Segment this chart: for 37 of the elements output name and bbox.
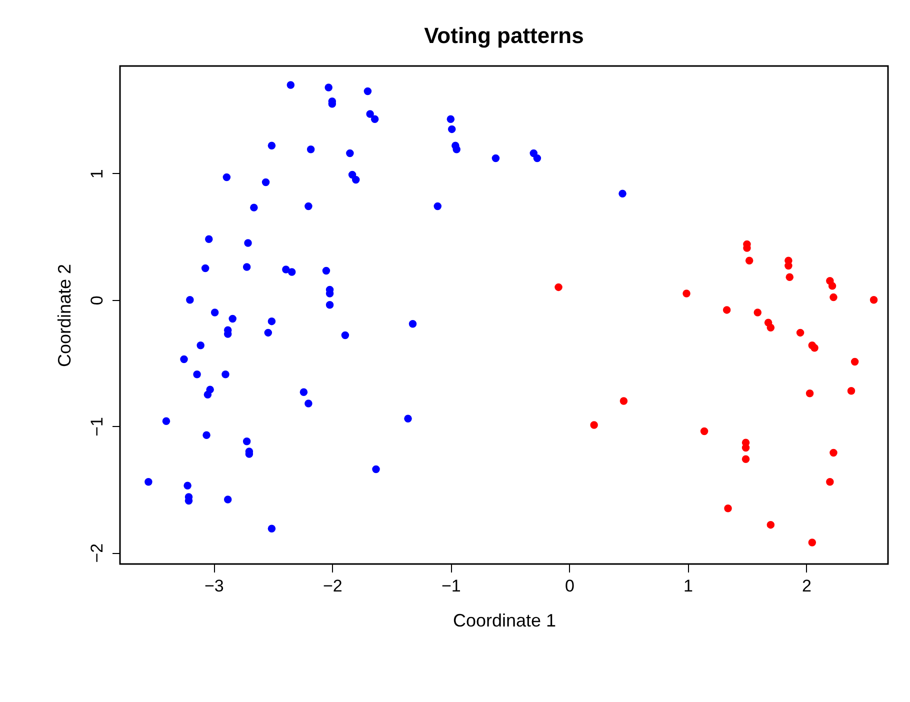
point [796,328,804,337]
point [724,504,732,512]
y-tick-label: 1 [88,169,106,179]
point [620,397,628,405]
point [554,283,562,292]
x-axis-title: Coordinate 1 [452,610,556,630]
point [766,520,775,529]
point [870,296,878,304]
point [590,421,598,429]
point [828,282,836,290]
point [830,448,838,457]
point [810,344,818,352]
point [745,256,754,265]
point [700,427,708,436]
x-tick-label: 0 [564,576,574,596]
x-tick-label: −3 [204,576,224,596]
chart-title: Voting patterns [424,23,584,48]
point [786,273,794,281]
point [754,308,762,316]
y-tick-label: −2 [88,543,106,563]
point [826,478,834,486]
point [830,293,838,302]
x-tick-label: 1 [683,576,693,596]
y-axis-title: Coordinate 2 [54,264,74,368]
point [682,290,690,298]
point [850,358,859,366]
y-tick-label: 0 [88,296,106,306]
point [742,455,750,463]
x-tick-label: −1 [441,576,461,596]
point [766,324,775,332]
point [806,390,814,398]
point [722,306,731,314]
point [808,538,816,546]
x-tick-label: 2 [802,576,812,596]
y-tick-label: −1 [88,417,106,436]
point [847,386,856,395]
x-tick-label: −2 [322,576,342,596]
